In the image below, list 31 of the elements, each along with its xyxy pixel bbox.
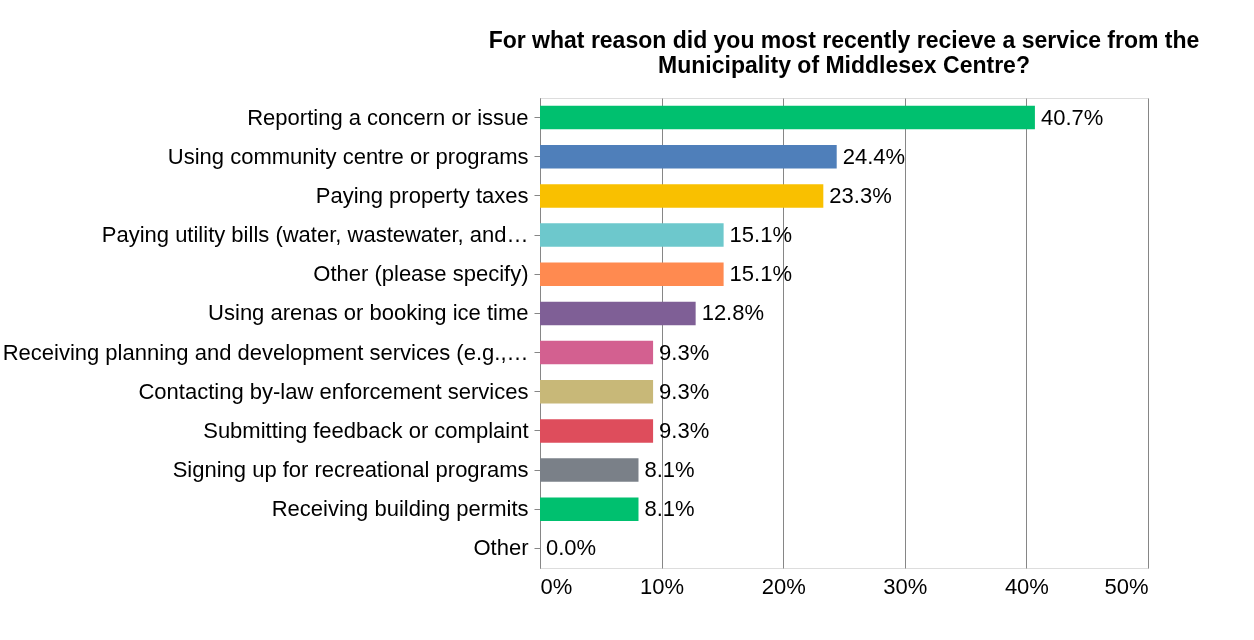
- y-tick-label: Submitting feedback or complaint: [203, 417, 529, 443]
- data-label: 12.8%: [701, 300, 765, 326]
- data-label: 15.1%: [729, 261, 793, 287]
- y-tick-label: Receiving planning and development services (e.g.,…: [2, 339, 529, 365]
- y-tick-label: Contacting by-law enforcement services: [138, 378, 529, 404]
- data-label: 23.3%: [829, 182, 892, 208]
- data-label: 24.4%: [842, 143, 906, 169]
- data-label: 9.3%: [659, 378, 710, 404]
- chart-title: For what reason did you most recently recieve a service from the Municipality of Middlesex Centre?: [488, 27, 1200, 78]
- y-tick-label: Other: [473, 535, 529, 561]
- x-tick-label: 10%: [640, 573, 685, 599]
- y-tick-label: Using community centre or programs: [167, 143, 529, 169]
- x-tick-label: 50%: [1104, 573, 1149, 599]
- y-tick-label: Reporting a concern or issue: [247, 104, 529, 130]
- x-tick-label: 30%: [883, 573, 928, 599]
- data-label: 15.1%: [729, 222, 793, 248]
- y-tick-label: Other (please specify): [313, 261, 529, 287]
- x-tick-label: 20%: [761, 573, 806, 599]
- y-tick-label: Receiving building permits: [271, 496, 529, 522]
- data-label: 8.1%: [644, 496, 695, 522]
- y-tick-label: Signing up for recreational programs: [172, 457, 529, 483]
- y-tick-label: Paying utility bills (water, wastewater, and…: [101, 222, 529, 248]
- data-label: 9.3%: [659, 417, 710, 443]
- y-tick-label: Using arenas or booking ice time: [208, 300, 529, 326]
- y-tick-label: Paying property taxes: [315, 182, 529, 208]
- data-label: 8.1%: [644, 457, 695, 483]
- data-label: 40.7%: [1040, 104, 1104, 130]
- x-tick-label: 0%: [540, 573, 573, 599]
- data-label: 0.0%: [546, 535, 597, 561]
- data-label: 9.3%: [659, 339, 710, 365]
- x-tick-label: 40%: [1004, 573, 1049, 599]
